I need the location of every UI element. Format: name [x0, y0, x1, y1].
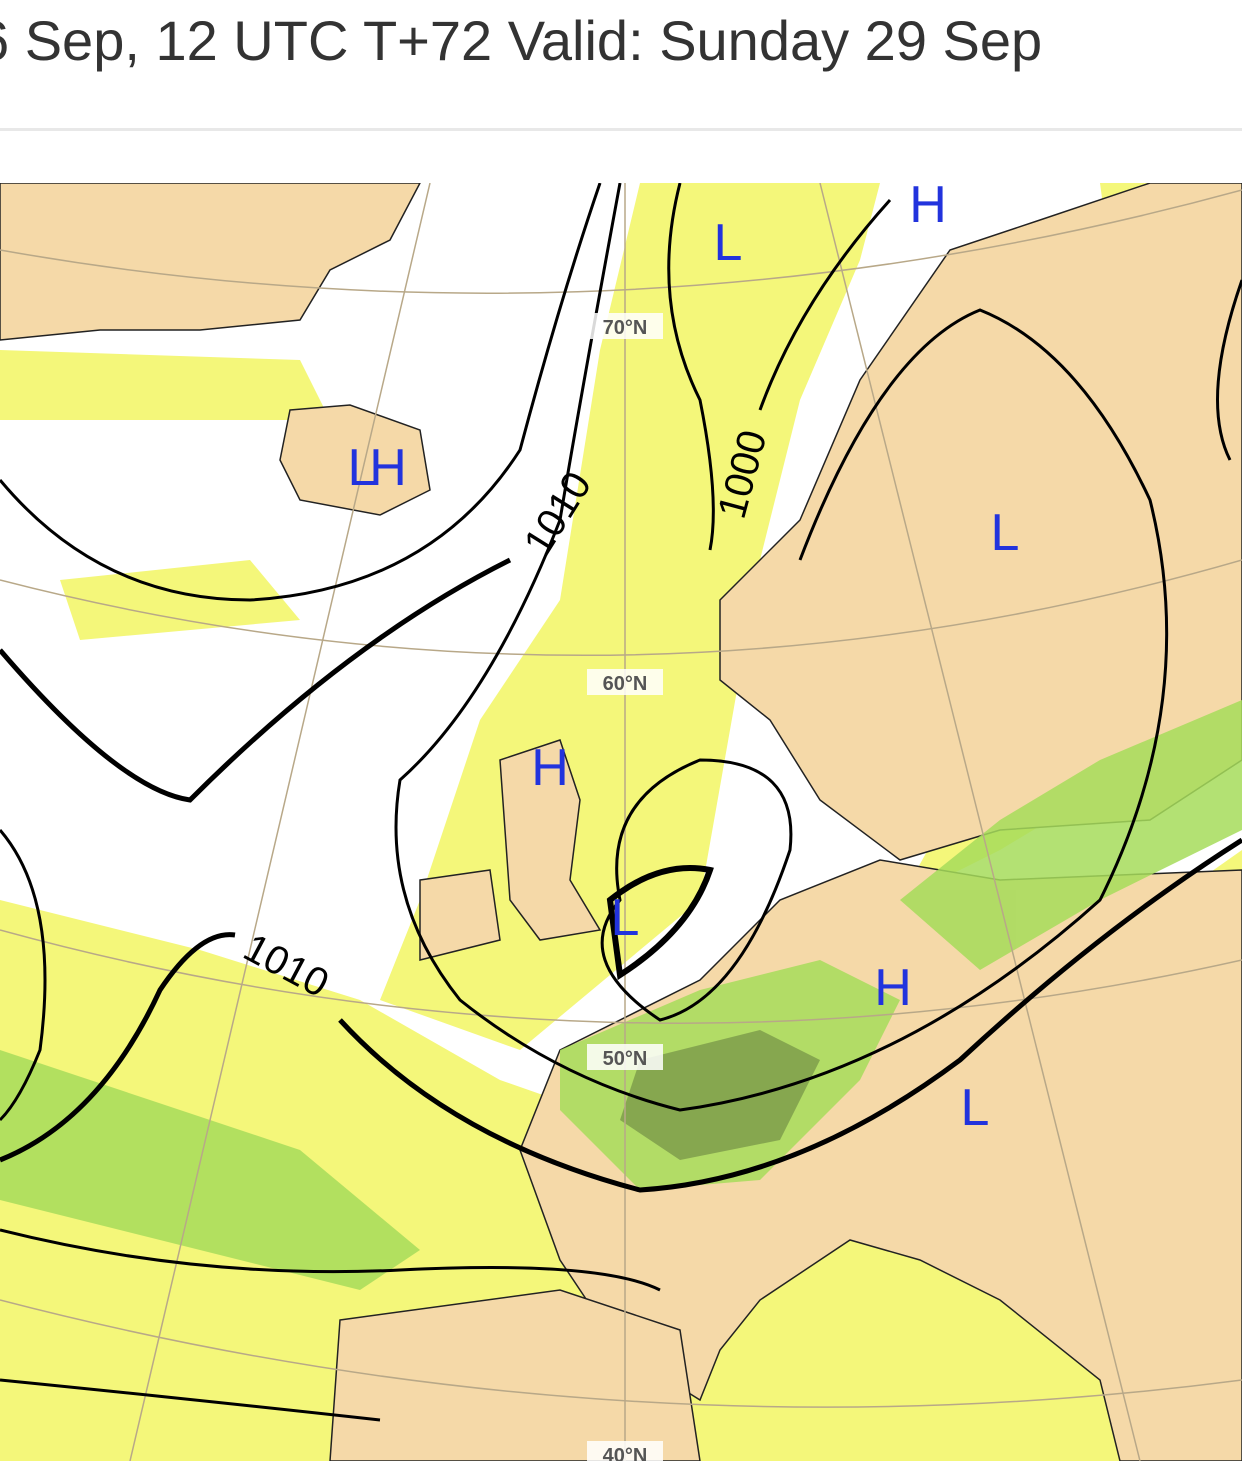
pressure-center: L — [611, 889, 640, 947]
title: 6 Sep, 12 UTC T+72 Valid: Sunday 29 Sep — [0, 9, 1043, 72]
header: 6 Sep, 12 UTC T+72 Valid: Sunday 29 Sep — [0, 0, 1242, 131]
latitude-label: 40°N — [603, 1445, 648, 1461]
pressure-center: L — [714, 214, 743, 272]
isobars — [0, 183, 1242, 1422]
pressure-center: H — [874, 959, 912, 1017]
pressure-center: H — [531, 739, 569, 797]
latitude-label: 70°N — [603, 317, 648, 339]
land — [0, 183, 1242, 1461]
latitude-label: 50°N — [603, 1048, 648, 1070]
latitude-label-bg — [587, 313, 663, 339]
precipitation-extreme — [620, 1030, 820, 1160]
pressure-center: L — [961, 1079, 990, 1137]
latitude-label-bg — [587, 669, 663, 695]
pressure-center: L — [991, 504, 1020, 562]
pressure-center: L — [348, 439, 377, 497]
pressure-center: H — [909, 183, 947, 234]
latitude-label: 60°N — [603, 673, 648, 695]
latitude-label-bg — [587, 1441, 663, 1461]
pressure-center: H — [369, 439, 407, 497]
latitude-label-bg — [587, 1044, 663, 1070]
